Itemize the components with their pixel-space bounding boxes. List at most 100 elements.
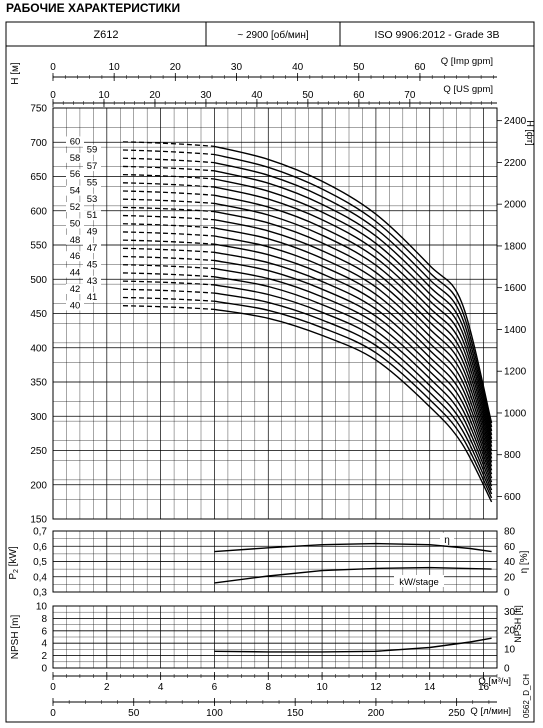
hq-curve-stage-49	[214, 235, 493, 467]
stage-label-41: 41	[87, 292, 98, 303]
hq-dashed-stage-49	[122, 231, 215, 237]
hq-ft-label: 1400	[504, 325, 527, 336]
eta-ytick-label: 20	[504, 572, 516, 583]
stage-label-42: 42	[70, 284, 81, 295]
hq-ytick-label: 650	[30, 172, 47, 183]
hq-ytick-label: 250	[30, 446, 47, 457]
standard-label: ISO 9906:2012 - Grade 3B	[375, 29, 500, 41]
stage-label-bg	[66, 251, 84, 262]
npsh-curve	[214, 637, 492, 653]
hq-ytick-label: 750	[30, 104, 47, 115]
stage-label-bg	[66, 283, 84, 294]
npsh-ytick-label: 2	[41, 651, 47, 662]
hq-dashed-stage-55	[122, 182, 215, 188]
hq-ylabel: H [м]	[10, 62, 21, 85]
npsh-ft-label: 30	[504, 607, 516, 618]
stage-label-51: 51	[87, 210, 98, 221]
hq-curve-stage-48	[214, 243, 493, 471]
top-axis-us-label: 40	[251, 90, 263, 101]
stage-label-50: 50	[70, 218, 81, 229]
bottom-axis-lmin-label: 200	[368, 708, 385, 719]
top-axis-imp-label: 60	[414, 62, 426, 73]
power-ytick-label: 0,3	[33, 588, 47, 599]
hq-curve-stage-53	[214, 202, 493, 451]
eta-ytick-label: 80	[504, 527, 516, 538]
stage-label-bg	[83, 193, 101, 204]
npsh-ft-label: 0	[504, 664, 510, 675]
npsh-ytick-label: 0	[41, 664, 47, 675]
hq-curve-stage-54	[214, 194, 493, 447]
hq-ytick-label: 600	[30, 206, 47, 217]
stage-label-bg	[83, 161, 101, 172]
hq-curve-stage-51	[214, 219, 493, 459]
stage-label-bg	[83, 210, 101, 221]
top-axis-imp-label: 40	[292, 62, 304, 73]
hq-curve-stage-42	[214, 292, 493, 495]
stage-label-53: 53	[87, 194, 98, 205]
npsh-ft-label: 10	[504, 645, 516, 656]
bottom-axis-m3h-label: 12	[370, 682, 382, 693]
hq-dashed-stage-41	[122, 296, 215, 302]
top-axis-imp-label: 0	[50, 62, 56, 73]
hq-dashed-stage-59	[122, 149, 215, 156]
hq-y2label: H [фт]	[525, 120, 535, 145]
top-axis-imp-label: 20	[170, 62, 182, 73]
stage-label-48: 48	[70, 235, 81, 246]
bottom-axis-m3h-label: 6	[212, 682, 218, 693]
top-axis-us-label: 0	[50, 90, 56, 101]
stage-label-52: 52	[70, 202, 81, 213]
outer-frame	[5, 45, 535, 723]
hq-curve-stage-43	[214, 284, 493, 491]
stage-label-40: 40	[70, 300, 81, 311]
bottom-axis-lmin-label: 150	[287, 708, 304, 719]
hq-curve-stage-50	[214, 227, 493, 463]
hq-dashed-stage-45	[122, 264, 215, 270]
hq-dashed-stage-60	[122, 141, 215, 148]
hq-dashed-stage-52	[122, 206, 215, 213]
hq-curve-stage-52	[214, 210, 493, 455]
top-axis-us-label: 20	[149, 90, 161, 101]
hq-dashed-stage-53	[122, 198, 215, 205]
stage-label-43: 43	[87, 276, 98, 287]
hq-ft-label: 1200	[504, 367, 527, 378]
hq-dashed-stage-44	[122, 272, 215, 278]
bottom-axis-m3h-label: 4	[158, 682, 164, 693]
top-axis-imp-label: 30	[231, 62, 243, 73]
hq-curve-stage-57	[214, 170, 493, 436]
stage-label-bg	[66, 202, 84, 213]
hq-curve-stage-58	[214, 162, 493, 432]
hq-ft-label: 2400	[504, 116, 527, 127]
eta-ytick-label: 40	[504, 557, 516, 568]
bottom-axis-m3h-label: 10	[317, 682, 329, 693]
hq-curve-stage-40	[214, 308, 493, 503]
npsh-y2label: NPSH [ft]	[513, 605, 523, 643]
hq-dashed-stage-51	[122, 214, 215, 221]
power-ytick-label: 0,6	[33, 542, 47, 553]
top-axis-us-label: 50	[302, 90, 314, 101]
stage-label-bg	[66, 234, 84, 245]
stage-label-bg	[83, 177, 101, 188]
npsh-ytick-label: 4	[41, 639, 47, 650]
stage-label-bg	[83, 292, 101, 303]
stage-label-bg	[83, 243, 101, 254]
hq-dashed-stage-43	[122, 280, 215, 286]
drawing-code: 0562_D_CH	[522, 674, 531, 718]
model-label: Z612	[93, 29, 118, 41]
hq-curve-stage-60	[214, 145, 493, 424]
stage-label-bg	[66, 136, 84, 147]
hq-dashed-stage-40	[122, 305, 215, 311]
stage-label-bg	[83, 259, 101, 270]
bottom-axis-m3h-label: 2	[104, 682, 110, 693]
hq-ytick-label: 700	[30, 138, 47, 149]
stage-label-59: 59	[87, 145, 98, 156]
hq-ft-label: 1800	[504, 241, 527, 252]
bottom-axis-m3h-label: 8	[265, 682, 271, 693]
eta-ytick-label: 0	[504, 588, 510, 599]
top-axis-us-label: 30	[200, 90, 212, 101]
top-axis-imp-label: 50	[353, 62, 365, 73]
hq-ytick-label: 500	[30, 275, 47, 286]
hq-curve-stage-44	[214, 276, 493, 487]
hq-curve-stage-55	[214, 186, 493, 443]
stage-label-46: 46	[70, 251, 81, 262]
